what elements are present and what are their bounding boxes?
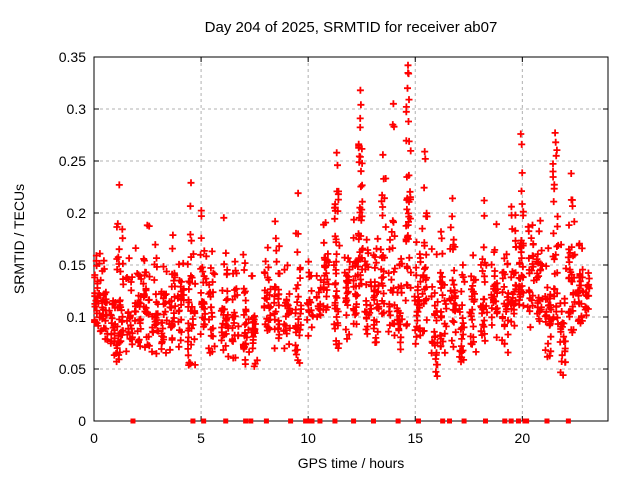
zero-marker-square: [395, 418, 401, 424]
scatter-points: [91, 61, 593, 380]
zero-marker-square: [544, 418, 550, 424]
x-tick-label: 15: [407, 430, 423, 446]
zero-marker-square: [461, 418, 467, 424]
chart-title: Day 204 of 2025, SRMTID for receiver ab0…: [204, 19, 498, 36]
zero-marker-square: [303, 418, 309, 424]
y-tick-label: 0.1: [67, 309, 87, 325]
y-tick-label: 0.3: [67, 101, 87, 117]
zero-marker-square: [370, 418, 376, 424]
zero-marker-square: [190, 418, 196, 424]
y-tick-label: 0.05: [59, 361, 86, 377]
zero-marker-square: [248, 418, 254, 424]
zero-marker-square: [317, 418, 323, 424]
zero-marker-square: [288, 418, 294, 424]
zero-marker-square: [508, 418, 514, 424]
x-tick-label: 20: [515, 430, 531, 446]
zero-marker-square: [482, 418, 488, 424]
zero-marker-square: [447, 418, 453, 424]
zero-marker-square: [565, 418, 571, 424]
y-tick-label: 0.2: [67, 205, 87, 221]
zero-marker-square: [309, 418, 315, 424]
zero-marker-square: [223, 418, 229, 424]
x-axis-label: GPS time / hours: [297, 455, 405, 471]
y-tick-label: 0: [78, 413, 86, 429]
zero-markers: [130, 418, 571, 424]
plot-border: [93, 56, 609, 422]
zero-marker-square: [332, 418, 338, 424]
y-tick-labels: 0 0.05 0.1 0.15 0.2 0.25 0.3 0.35: [59, 49, 86, 429]
x-tick-labels: 0 5 10 15 20: [90, 430, 530, 446]
zero-marker-square: [306, 418, 312, 424]
zero-marker-square: [351, 418, 357, 424]
zero-marker-square: [263, 418, 269, 424]
y-tick-label: 0.25: [59, 153, 86, 169]
zero-marker-square: [201, 418, 207, 424]
zero-marker-square: [502, 418, 508, 424]
zero-marker-square: [440, 418, 446, 424]
x-tick-label: 0: [90, 430, 98, 446]
zero-marker-square: [243, 418, 249, 424]
x-tick-label: 5: [197, 430, 205, 446]
y-axis-label: SRMTID / TECUs: [11, 183, 27, 295]
zero-marker-square: [415, 418, 421, 424]
x-tick-label: 10: [300, 430, 316, 446]
y-tick-label: 0.35: [59, 49, 86, 65]
zero-marker-square: [130, 418, 136, 424]
zero-marker-square: [524, 418, 530, 424]
zero-marker-square: [515, 418, 521, 424]
y-tick-label: 0.15: [59, 257, 86, 273]
